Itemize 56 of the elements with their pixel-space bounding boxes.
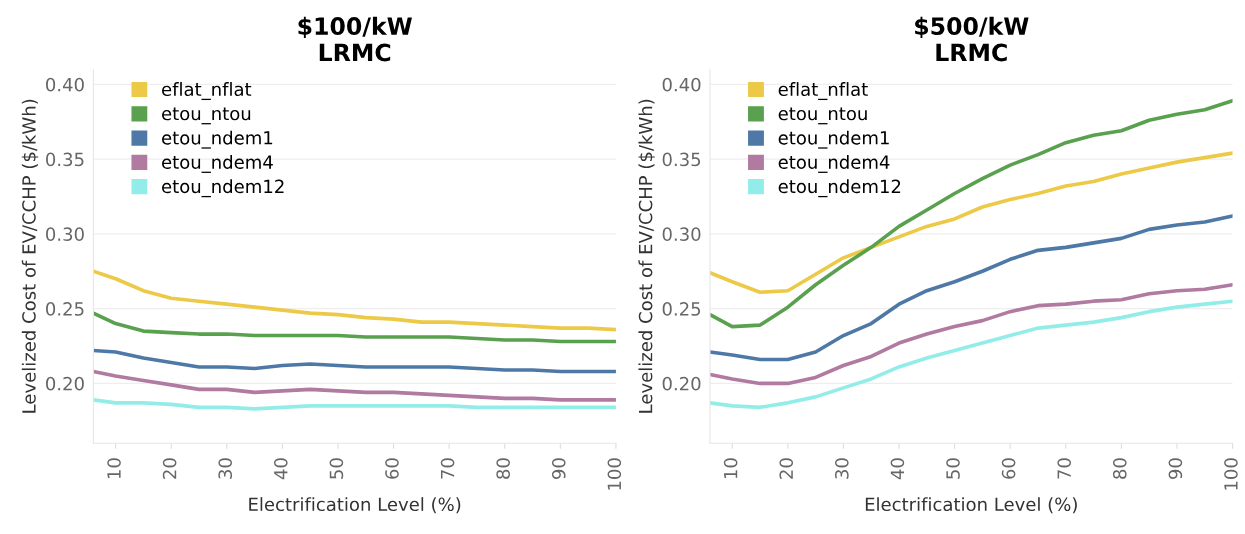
legend-label: eflat_nflat (778, 82, 868, 101)
line-series (709, 151, 1233, 295)
x-tick-label: 60 (385, 458, 399, 479)
y-tick-label: 0.25 (662, 302, 701, 316)
x-tick-label: 40 (273, 458, 288, 480)
line-series (93, 311, 616, 344)
x-tick-label: 40 (890, 458, 905, 480)
y-tick-label: 0.35 (46, 152, 84, 167)
x-tick-label: 30 (834, 458, 849, 479)
y-tick-label: 0.40 (662, 77, 701, 92)
line-series (709, 282, 1233, 386)
y-tick-label: 0.25 (46, 302, 84, 316)
line-series (709, 214, 1233, 362)
legend-label: etou_ndem12 (778, 179, 901, 198)
line-series (93, 398, 616, 411)
line-series (93, 369, 616, 402)
x-tick-label: 80 (1112, 458, 1127, 479)
y-tick-label: 0.40 (46, 77, 84, 92)
x-tick-label: 30 (218, 458, 233, 479)
y-tick-label: 0.30 (662, 227, 701, 242)
line-series (93, 348, 616, 374)
x-axis-title: Electrification Level (%) (865, 497, 1077, 514)
legend-label: etou_ntou (778, 107, 867, 125)
x-tick-label: 20 (162, 458, 177, 479)
x-tick-label: 80 (496, 458, 510, 479)
y-axis-title: Levelized Cost of EV/CCHP ($/kWh) (638, 99, 655, 413)
y-tick-label: 0.35 (662, 152, 701, 167)
x-tick-label: 100 (1224, 458, 1238, 490)
line-series (709, 99, 1233, 329)
legend-label: etou_ndem1 (778, 130, 889, 149)
y-tick-label: 0.30 (46, 227, 84, 242)
x-tick-label: 100 (607, 458, 622, 490)
x-tick-label: 70 (440, 458, 455, 479)
x-tick-label: 10 (723, 458, 738, 479)
y-tick-label: 0.20 (662, 376, 701, 391)
x-tick-label: 60 (1001, 458, 1016, 479)
x-tick-label: 90 (551, 458, 566, 479)
x-axis-title: Electrification Level (%) (249, 497, 461, 514)
chart-title: $100/kW LRMC (298, 16, 412, 62)
x-tick-label: 20 (779, 458, 794, 479)
chart-title: $500/kW LRMC (915, 16, 1029, 62)
y-axis-title: Levelized Cost of EV/CCHP ($/kWh) (21, 99, 39, 413)
line-series (709, 299, 1233, 410)
x-tick-label: 90 (1168, 458, 1183, 479)
y-tick-label: 0.20 (46, 376, 84, 391)
legend-label: etou_ntou (162, 107, 251, 125)
legend-label: etou_ndem4 (778, 154, 890, 173)
legend-label: etou_ndem12 (162, 179, 284, 198)
x-tick-label: 70 (1057, 458, 1072, 479)
legend-label: etou_ndem1 (162, 130, 273, 149)
line-series (93, 269, 616, 332)
x-tick-label: 50 (329, 458, 344, 479)
legend-label: eflat_nflat (162, 82, 252, 101)
x-tick-label: 50 (946, 458, 960, 479)
legend-label: etou_ndem4 (162, 154, 273, 173)
x-tick-label: 10 (107, 458, 121, 479)
